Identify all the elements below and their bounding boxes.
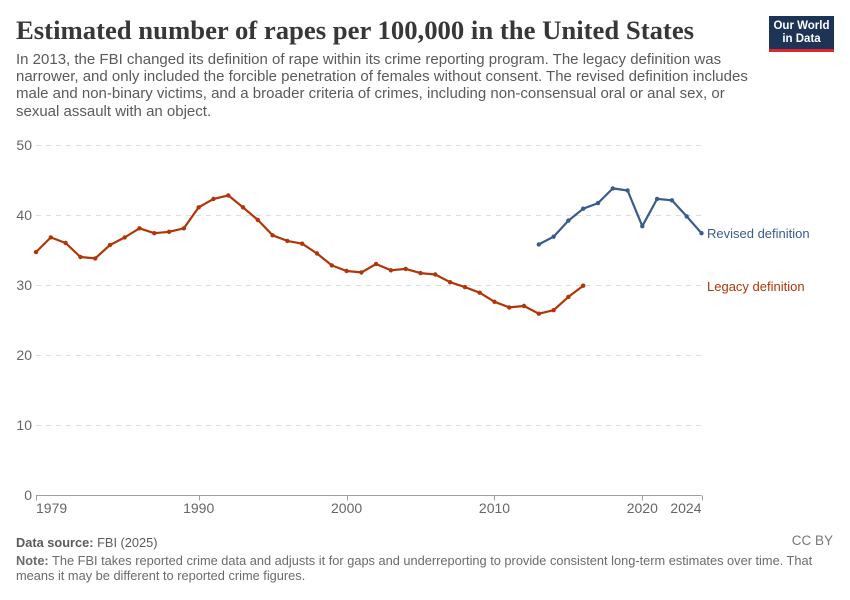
svg-text:2010: 2010 <box>479 500 510 516</box>
svg-text:1979: 1979 <box>36 500 67 516</box>
svg-text:40: 40 <box>16 207 32 223</box>
svg-text:20: 20 <box>16 347 32 363</box>
svg-text:1990: 1990 <box>183 500 214 516</box>
svg-text:2024: 2024 <box>670 500 701 516</box>
svg-text:Revised definition: Revised definition <box>707 226 810 241</box>
svg-text:50: 50 <box>16 137 32 153</box>
svg-text:Legacy definition: Legacy definition <box>707 279 805 294</box>
svg-text:2020: 2020 <box>627 500 658 516</box>
svg-text:0: 0 <box>24 487 32 503</box>
svg-text:2000: 2000 <box>331 500 362 516</box>
svg-text:30: 30 <box>16 277 32 293</box>
svg-text:10: 10 <box>16 417 32 433</box>
